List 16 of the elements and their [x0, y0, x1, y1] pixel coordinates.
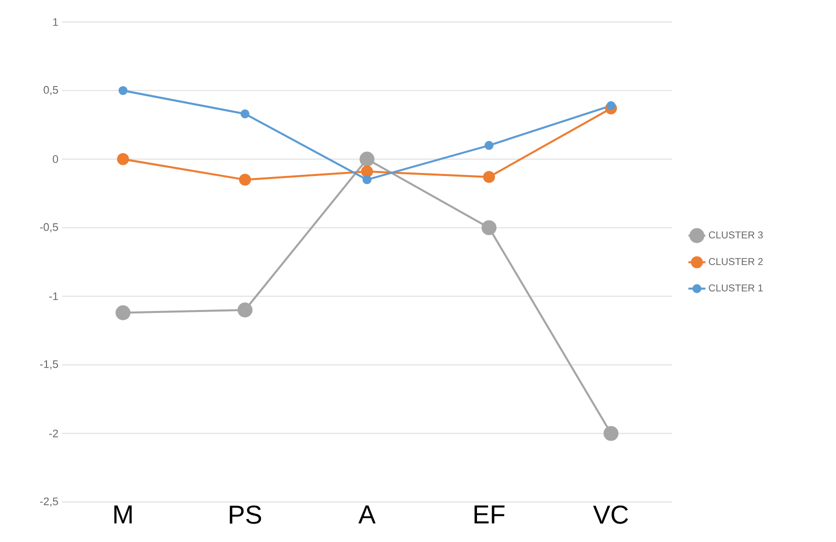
- x-tick-label: PS: [230, 506, 262, 524]
- y-tick-label: 0: [52, 155, 58, 164]
- y-tick-label: -1: [49, 292, 58, 300]
- x-tick-label: EF: [474, 506, 505, 524]
- y-tick-label: -0,5: [40, 223, 58, 232]
- y-tick-label: -2,5: [40, 497, 58, 507]
- y-tick-label: 1: [53, 18, 58, 26]
- legend-label: CLUSTER 3: [708, 231, 763, 238]
- x-tick-label: A: [358, 506, 376, 524]
- legend-label: CLUSTER 2: [708, 258, 763, 266]
- legend-label: CLUSTER 1: [708, 284, 763, 292]
- y-tick-label: -1,5: [40, 360, 58, 370]
- x-tick-label: M: [114, 506, 132, 524]
- y-tick-label: -2: [49, 430, 58, 438]
- y-tick-label: 0,5: [44, 86, 58, 96]
- x-tick-label: VC: [593, 506, 628, 524]
